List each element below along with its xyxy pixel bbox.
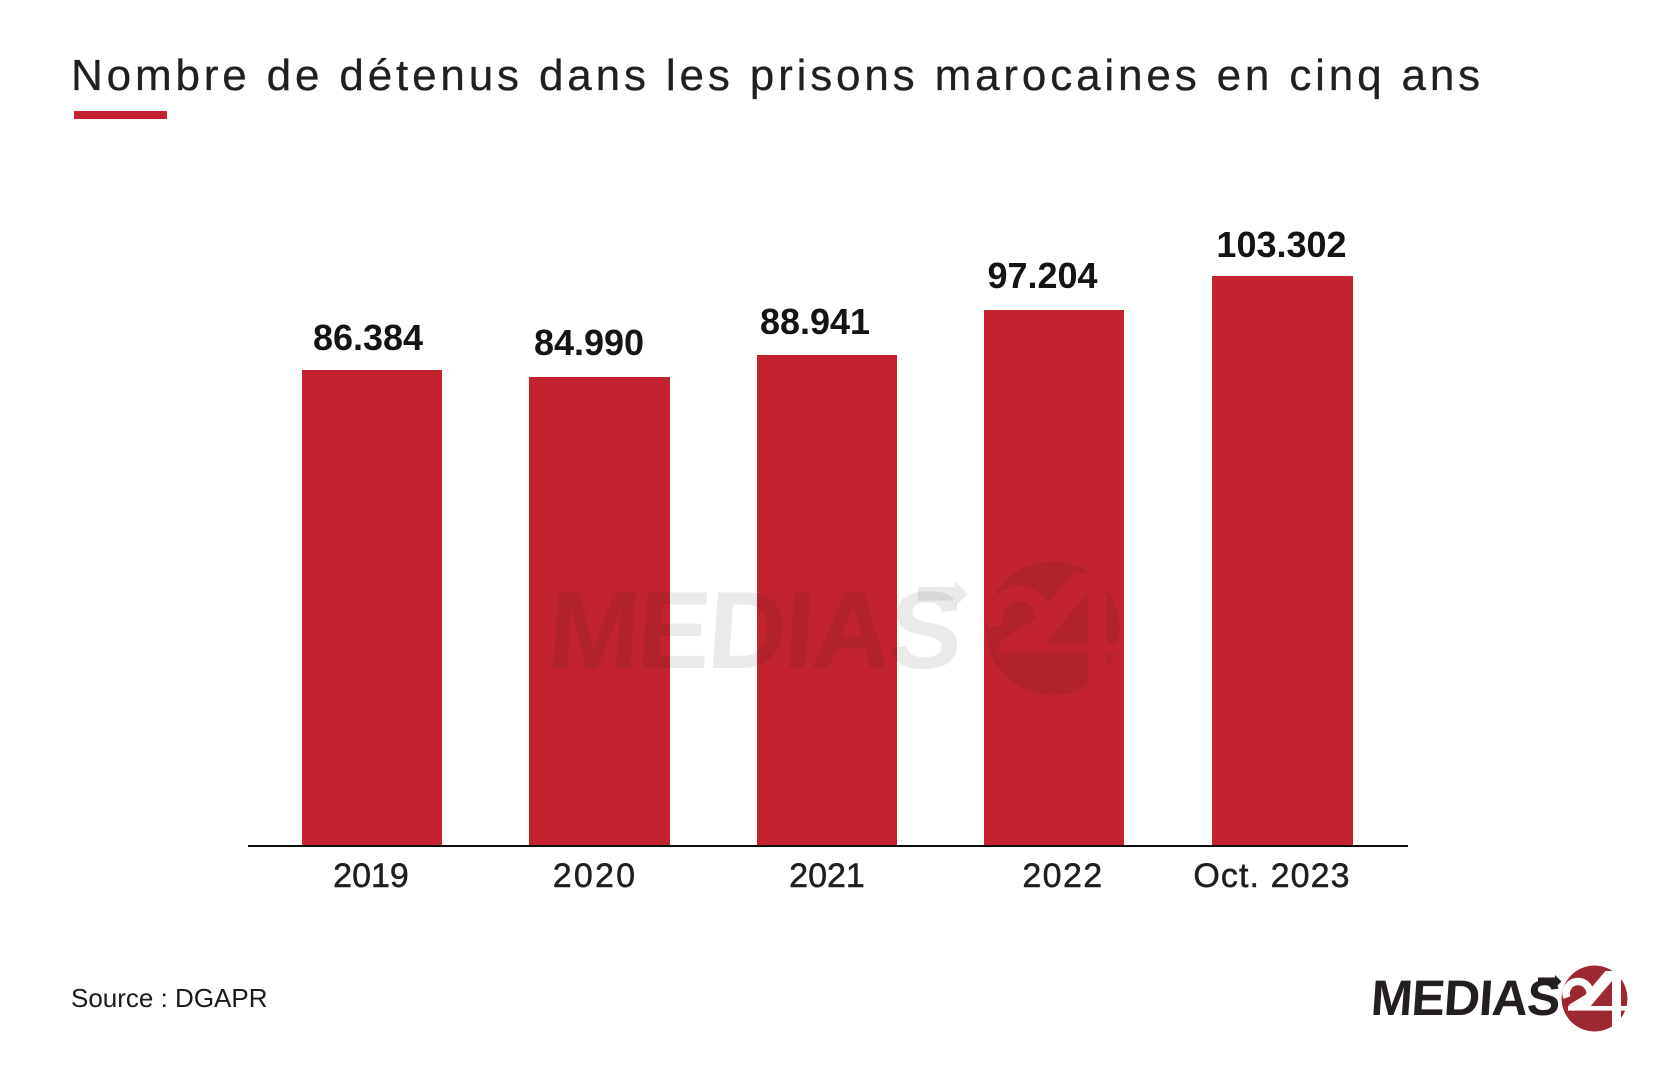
svg-text:MEDIAS: MEDIAS xyxy=(544,569,964,692)
svg-text:MEDIAS: MEDIAS xyxy=(1369,970,1561,1026)
